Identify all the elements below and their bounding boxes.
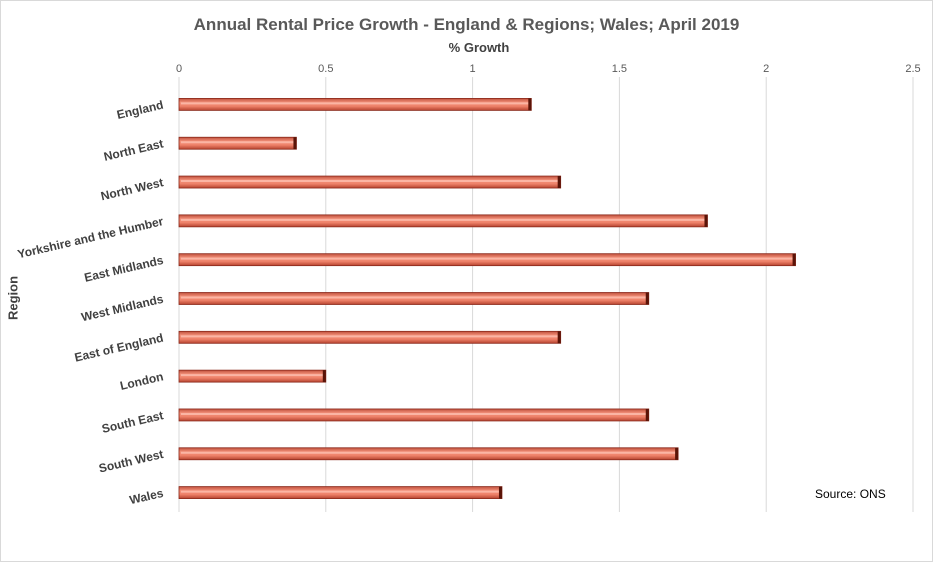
source-note: Source: ONS: [815, 487, 886, 501]
category-label: North West: [99, 175, 164, 203]
x-tick-label: 1: [470, 63, 476, 75]
x-tick-labels: 0 0.5 1 1.5 2 2.5: [176, 63, 921, 75]
category-label: England: [115, 98, 164, 122]
category-label: East of England: [73, 331, 165, 365]
x-tick-label: 1.5: [612, 63, 627, 75]
bar: [178, 447, 679, 461]
category-label: North East: [102, 137, 164, 164]
x-tick-label: 0: [176, 63, 182, 75]
bar: [178, 292, 650, 305]
x-tick-label: 2: [763, 63, 769, 75]
category-label: London: [119, 369, 165, 393]
bar: [178, 214, 708, 228]
category-label: East Midlands: [83, 253, 165, 285]
bar: [178, 253, 796, 267]
bar: [178, 136, 297, 150]
bar: [178, 175, 562, 189]
category-label: Yorkshire and the Humber: [16, 214, 165, 261]
x-axis-label: % Growth: [448, 40, 510, 55]
bar: [178, 486, 503, 499]
category-label: Wales: [128, 486, 165, 507]
category-label: South East: [100, 408, 164, 436]
bars: [178, 98, 796, 499]
x-tick-label: 2.5: [905, 63, 920, 75]
bar: [178, 330, 562, 344]
bar: [178, 408, 650, 422]
category-labels: England North East North West Yorkshire and…: [16, 98, 165, 508]
category-label: West Midlands: [80, 292, 165, 325]
x-tick-label: 0.5: [318, 63, 333, 75]
category-label: South West: [97, 447, 164, 475]
bar: [178, 369, 327, 383]
chart-title: Annual Rental Price Growth - England & R…: [193, 15, 740, 34]
bar: [178, 98, 532, 111]
